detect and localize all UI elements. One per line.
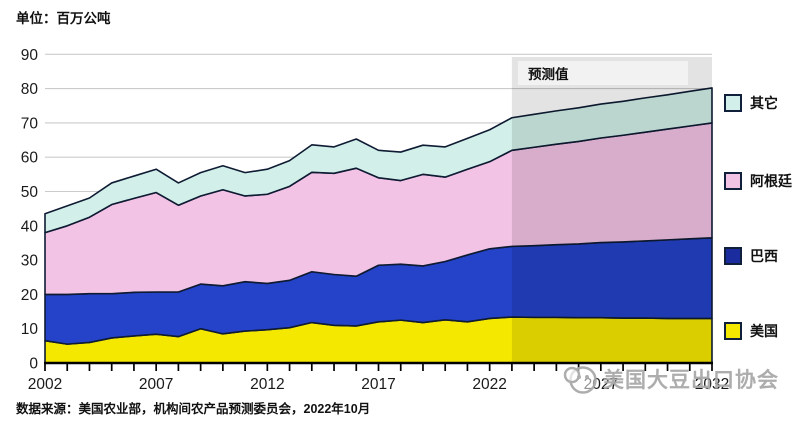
svg-text:60: 60 [21, 150, 39, 167]
svg-text:30: 30 [21, 253, 39, 270]
legend-item-others: 其它 [724, 93, 778, 113]
svg-text:90: 90 [21, 47, 39, 64]
svg-text:80: 80 [21, 81, 39, 98]
svg-text:2007: 2007 [139, 376, 173, 393]
svg-text:70: 70 [21, 115, 39, 132]
svg-text:50: 50 [21, 184, 39, 201]
chart-legend: 其它 阿根廷 巴西 美国 [722, 0, 800, 421]
svg-text:0: 0 [29, 356, 38, 373]
ussec-logo-icon [563, 366, 597, 394]
svg-text:2022: 2022 [472, 376, 506, 393]
svg-text:10: 10 [21, 321, 39, 338]
legend-label-others: 其它 [750, 95, 778, 111]
us-swatch-icon [724, 322, 742, 340]
data-source-note: 数据来源：美国农业部，机构间农产品预测委员会，2022年10月 [16, 402, 371, 416]
others-swatch-icon [724, 94, 742, 112]
legend-label-argentina: 阿根廷 [750, 173, 792, 189]
forecast-label-text: 预测值 [528, 67, 569, 82]
svg-text:2002: 2002 [28, 376, 62, 393]
legend-label-us: 美国 [750, 323, 778, 339]
brazil-swatch-icon [724, 247, 742, 265]
svg-text:2032: 2032 [695, 376, 729, 393]
y-axis-labels: 0 10 20 30 40 50 60 70 80 90 [21, 47, 39, 373]
x-axis [44, 361, 713, 371]
area-others [44, 87, 713, 234]
legend-label-brazil: 巴西 [750, 248, 778, 264]
svg-text:2017: 2017 [361, 376, 395, 393]
svg-text:20: 20 [21, 287, 39, 304]
legend-item-brazil: 巴西 [724, 246, 778, 266]
argentina-swatch-icon [724, 172, 742, 190]
legend-item-us: 美国 [724, 321, 778, 341]
watermark: 美国大豆出口协会 [562, 360, 779, 398]
forecast-region-label: 预测值 [518, 61, 688, 85]
forecast-overlay [511, 57, 712, 364]
svg-text:40: 40 [21, 218, 39, 235]
watermark-text: 美国大豆出口协会 [603, 369, 779, 392]
unit-label: 单位：百万公吨 [16, 11, 111, 26]
svg-text:2012: 2012 [250, 376, 284, 393]
legend-item-argentina: 阿根廷 [724, 171, 792, 191]
